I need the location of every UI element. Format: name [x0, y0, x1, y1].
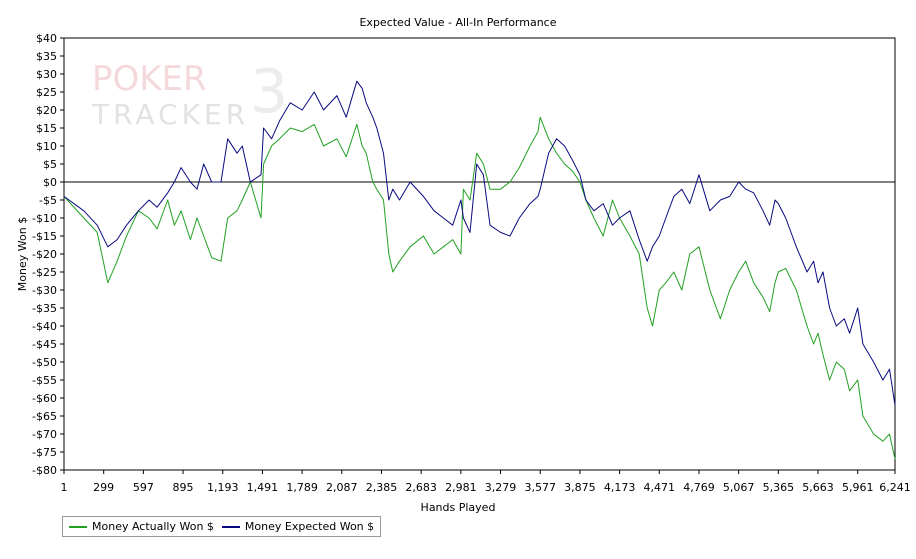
chart-title: Expected Value - All-In Performance	[359, 16, 556, 29]
y-tick-label: $40	[36, 32, 57, 45]
x-tick-label: 4,173	[604, 481, 636, 494]
chart-legend: Money Actually Won $ Money Expected Won …	[62, 516, 382, 537]
x-tick-label: 2,385	[366, 481, 398, 494]
y-tick-label: $20	[36, 104, 57, 117]
y-tick-label: -$15	[32, 230, 57, 243]
x-tick-label: 3,875	[564, 481, 596, 494]
y-tick-label: -$40	[32, 320, 57, 333]
x-tick-label: 6,241	[879, 481, 911, 494]
y-axis: $40 $35 $30 $25 $20 $15 $10 $5 $0 -$5 -$10 -$15 -$20…	[32, 32, 64, 477]
legend-swatch-expected	[221, 525, 240, 528]
x-tick-label: 1,193	[207, 481, 239, 494]
legend-item-expected: Money Expected Won $	[221, 520, 375, 533]
x-tick-label: 3,577	[524, 481, 556, 494]
x-tick-label: 2,087	[326, 481, 358, 494]
x-tick-label: 4,471	[644, 481, 676, 494]
x-tick-label: 5,961	[842, 481, 874, 494]
y-tick-label: $30	[36, 68, 57, 81]
y-tick-label: -$25	[32, 266, 57, 279]
x-tick-label: 299	[93, 481, 114, 494]
series-lines	[63, 80, 896, 460]
watermark-text-poker: POKER	[92, 59, 207, 99]
x-tick-label: 2,683	[405, 481, 437, 494]
series-line-actual	[63, 116, 896, 460]
y-tick-label: $25	[36, 86, 57, 99]
y-tick-label: -$70	[32, 428, 57, 441]
legend-item-actual: Money Actually Won $	[69, 520, 214, 533]
y-tick-label: -$65	[32, 410, 57, 423]
x-tick-label: 3,279	[485, 481, 517, 494]
x-tick-label: 4,769	[683, 481, 715, 494]
y-tick-label: $15	[36, 122, 57, 135]
y-axis-label: Money Won $	[16, 217, 29, 291]
x-tick-label: 5,365	[763, 481, 795, 494]
y-tick-label: -$5	[39, 194, 57, 207]
x-tick-label: 5,067	[723, 481, 755, 494]
y-tick-label: -$10	[32, 212, 57, 225]
y-tick-label: -$20	[32, 248, 57, 261]
x-tick-label: 2,981	[445, 481, 477, 494]
y-tick-label: -$30	[32, 284, 57, 297]
x-axis: 1 299 597 895 1,193 1,491 1,789 2,087 2,385 2,683…	[61, 470, 911, 494]
x-tick-label: 1	[61, 481, 68, 494]
y-tick-label: -$55	[32, 374, 57, 387]
y-tick-label: -$35	[32, 302, 57, 315]
watermark-text-3: 3	[250, 57, 288, 127]
x-tick-label: 1,491	[247, 481, 279, 494]
watermark-text-tracker: TRACKER	[91, 98, 249, 131]
y-tick-label: $35	[36, 50, 57, 63]
y-tick-label: $5	[43, 158, 57, 171]
legend-label-actual: Money Actually Won $	[92, 520, 214, 533]
x-tick-label: 5,663	[802, 481, 834, 494]
x-tick-label: 895	[173, 481, 194, 494]
y-tick-label: -$50	[32, 356, 57, 369]
legend-label-expected: Money Expected Won $	[244, 520, 375, 533]
y-tick-label: $10	[36, 140, 57, 153]
y-tick-label: -$75	[32, 446, 57, 459]
y-tick-label: -$45	[32, 338, 57, 351]
x-axis-label: Hands Played	[421, 501, 496, 514]
series-line-expected	[63, 80, 896, 406]
legend-swatch-actual	[69, 525, 87, 528]
y-tick-label: $0	[43, 176, 57, 189]
y-tick-label: -$60	[32, 392, 57, 405]
y-tick-label: -$80	[32, 464, 57, 477]
x-tick-label: 1,789	[286, 481, 318, 494]
x-tick-label: 597	[133, 481, 154, 494]
